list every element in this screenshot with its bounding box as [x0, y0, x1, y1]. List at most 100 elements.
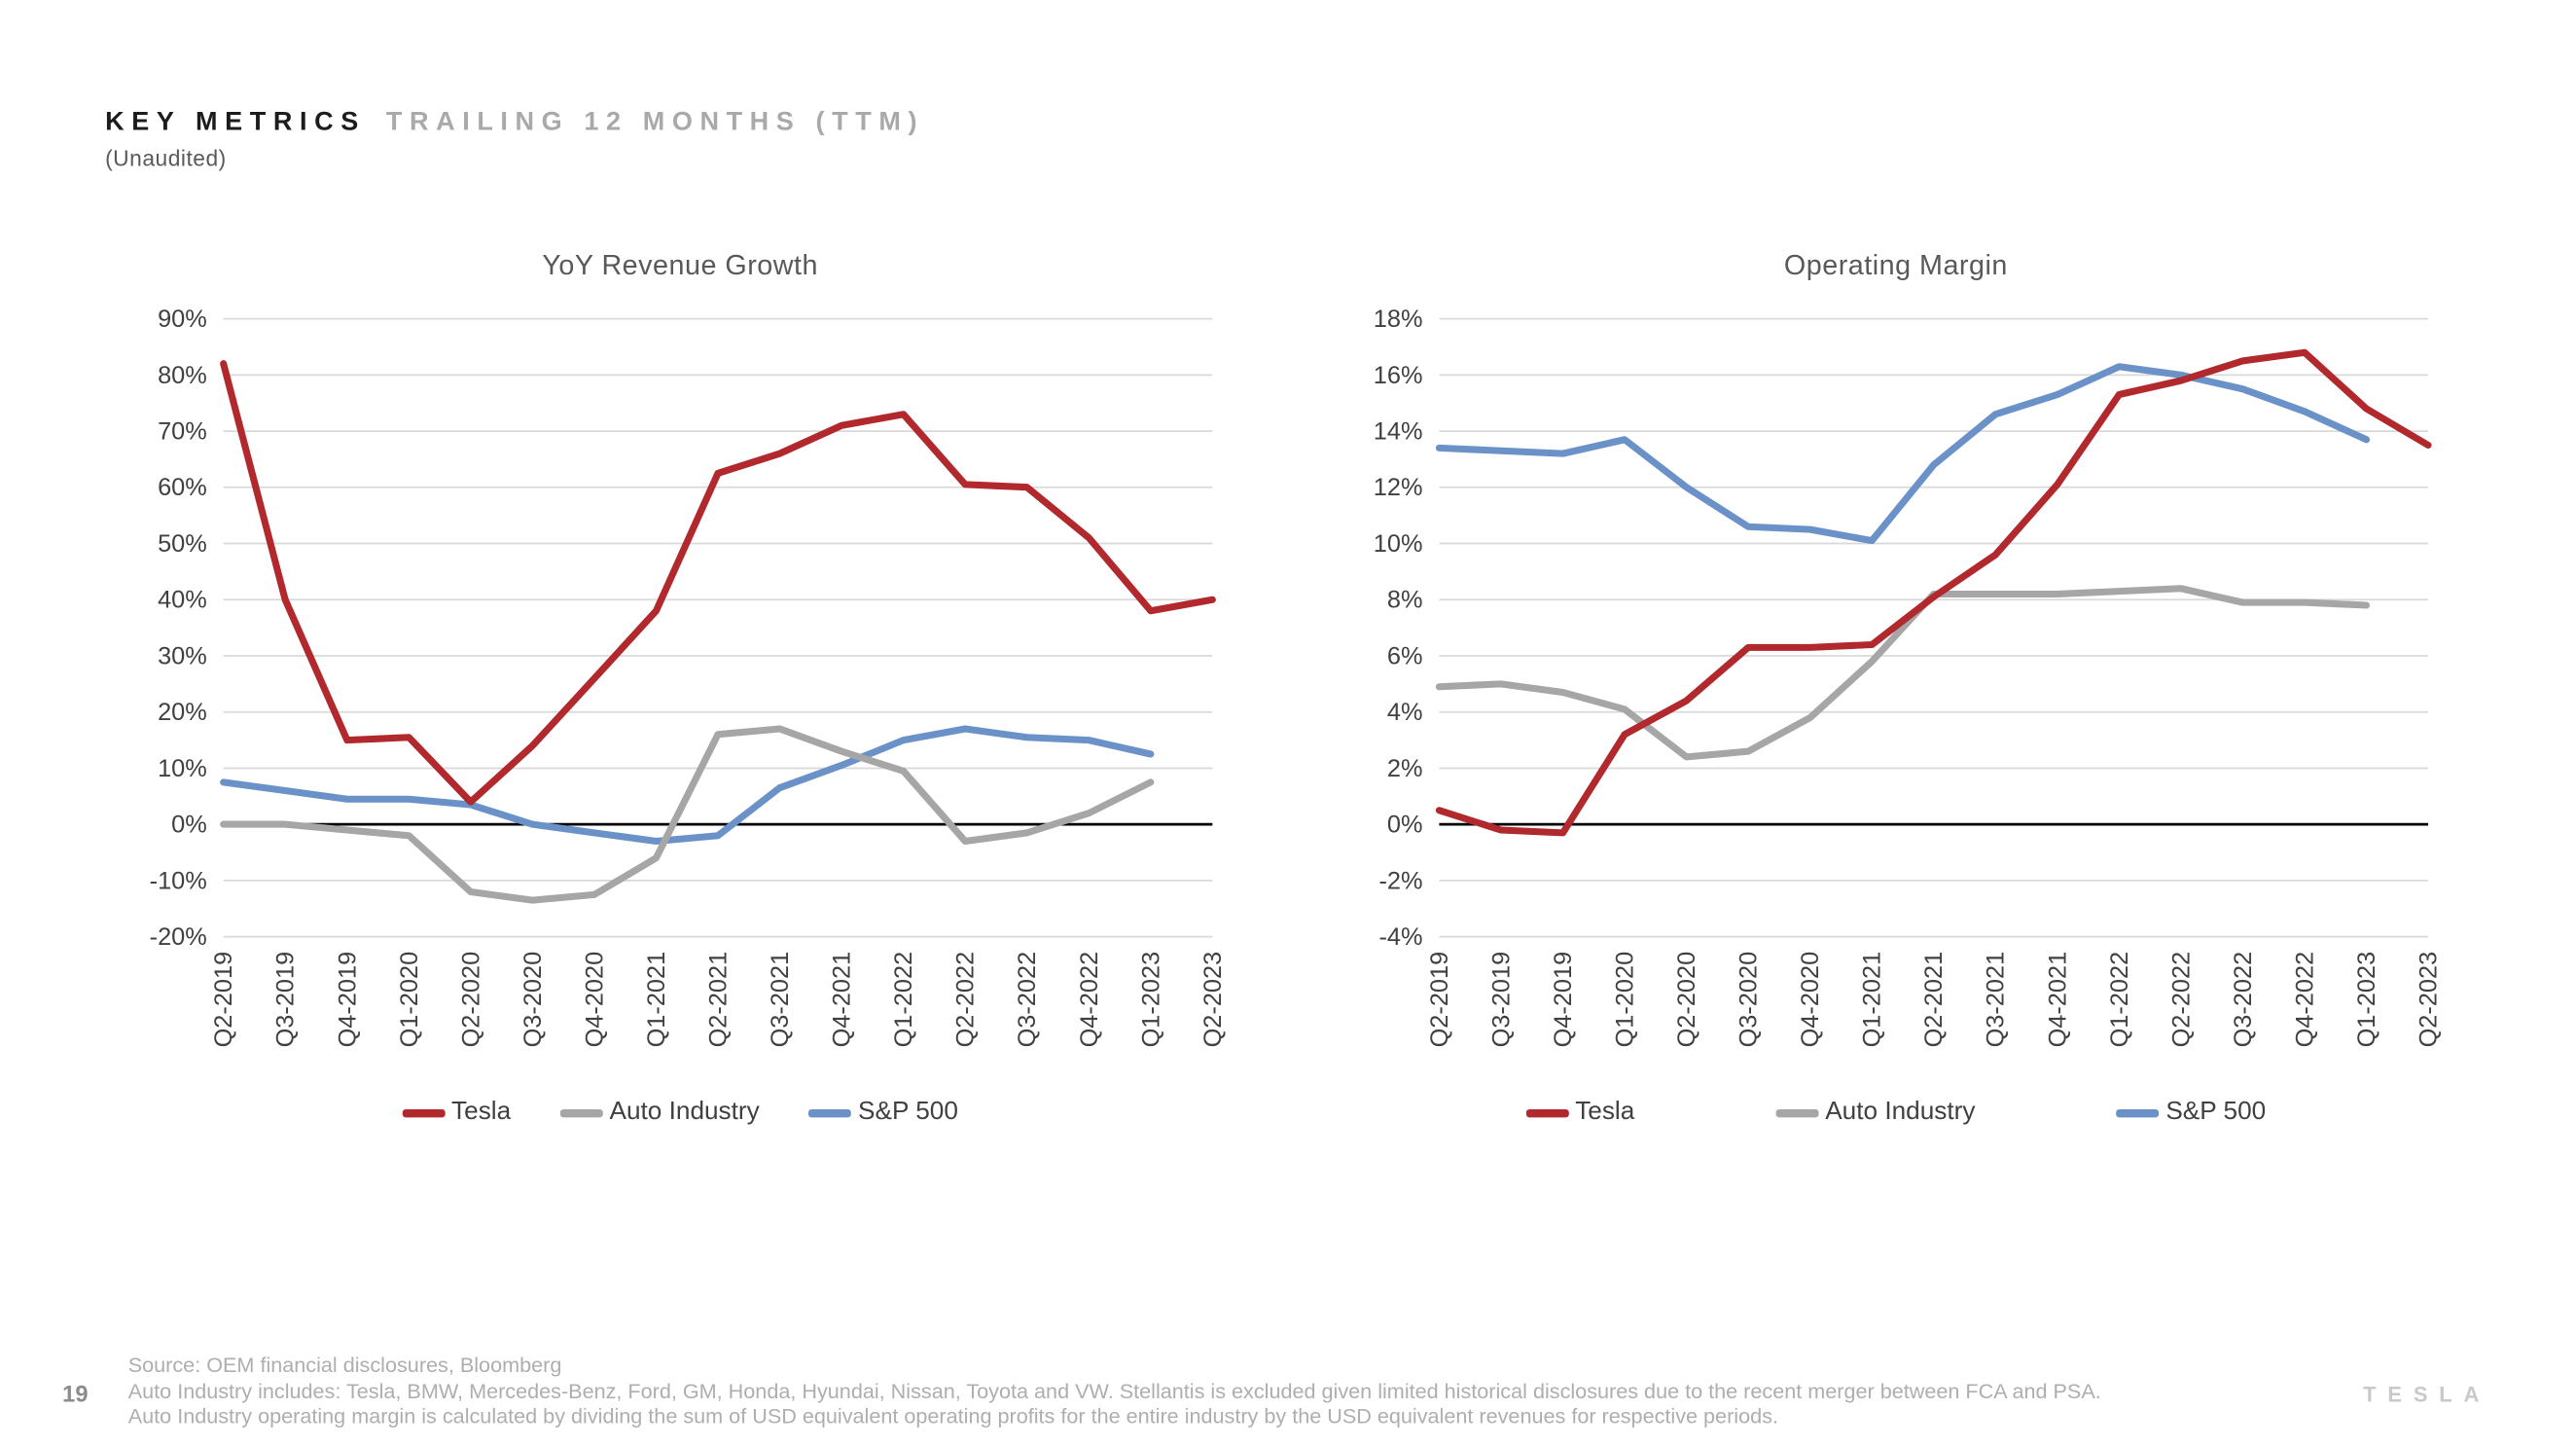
y-tick-label: 50%: [158, 530, 207, 558]
y-tick-label: 6%: [1387, 642, 1423, 669]
x-tick-label: Q3-2022: [1014, 952, 1041, 1048]
chart-yoy-revenue-growth: YoY Revenue Growth -20% -10% 0% 10% 20% 30% 40…: [122, 250, 1238, 1128]
y-tick-label: 20%: [158, 699, 207, 726]
y-tick-label: -20%: [150, 923, 207, 951]
x-tick-label: Q4-2021: [829, 952, 856, 1048]
x-tick-label: Q1-2021: [1859, 952, 1886, 1048]
chart-legend-yoy-revenue-growth: Tesla Auto Industry S&P 500: [122, 1098, 1238, 1127]
y-tick-label: 30%: [158, 642, 207, 669]
x-tick-label: Q2-2021: [704, 952, 732, 1048]
x-tick-label: Q2-2022: [952, 952, 980, 1048]
charts-row: YoY Revenue Growth -20% -10% 0% 10% 20% 30% 40…: [0, 250, 2576, 1128]
chart-operating-margin: Operating Margin -4% -2% 0% 2% 4% 6% 8% 10% 12% 1…: [1338, 250, 2454, 1128]
x-tick-label: Q2-2019: [1426, 952, 1453, 1048]
x-tick-label: Q1-2022: [2106, 952, 2133, 1048]
x-tick-label: Q1-2021: [643, 952, 670, 1048]
legend-label: S&P 500: [858, 1098, 958, 1126]
legend-item-s-p-500: S&P 500: [2116, 1098, 2267, 1127]
legend-item-s-p-500: S&P 500: [808, 1098, 958, 1127]
y-tick-label: 4%: [1387, 699, 1423, 726]
x-tick-label: Q4-2021: [2044, 952, 2071, 1048]
x-tick-label: Q4-2020: [1797, 952, 1824, 1048]
series-line-s-p-500: [220, 725, 1155, 846]
x-tick-label: Q4-2019: [334, 952, 361, 1048]
y-tick-label: 60%: [158, 474, 207, 501]
y-tick-label: 70%: [158, 418, 207, 446]
page-subtitle: (Unaudited): [105, 146, 227, 171]
x-tick-label: Q1-2022: [890, 952, 917, 1048]
y-tick-label: 12%: [1374, 474, 1423, 501]
y-tick-label: 40%: [158, 587, 207, 614]
legend-label: Tesla: [1575, 1098, 1635, 1126]
legend-swatch-auto-industry: [1775, 1108, 1819, 1117]
page-number: 19: [62, 1380, 89, 1407]
series-line-auto-industry: [220, 725, 1155, 904]
source-note-line: Auto Industry includes: Tesla, BMW, Merc…: [127, 1378, 2101, 1403]
x-tick-label: Q2-2022: [2167, 952, 2195, 1048]
y-tick-label: 0%: [171, 812, 207, 839]
x-tick-label: Q3-2020: [1735, 952, 1762, 1048]
title-line: KEY METRICS TRAILING 12 MONTHS (TTM): [105, 108, 924, 137]
page-title-secondary: TRAILING 12 MONTHS (TTM): [385, 108, 925, 137]
chart-legend-operating-margin: Tesla Auto Industry S&P 500: [1338, 1098, 2454, 1127]
x-tick-label: Q4-2020: [581, 952, 608, 1048]
y-tick-label: -4%: [1378, 923, 1422, 951]
series-line-tesla: [220, 360, 1216, 806]
chart-canvas: -4% -2% 0% 2% 4% 6% 8% 10% 12% 14% 16% 18% Q2-2019 Q3…: [1374, 306, 2443, 1048]
x-tick-label: Q3-2022: [2230, 952, 2257, 1048]
x-tick-label: Q1-2020: [1611, 952, 1638, 1048]
y-tick-label: -2%: [1378, 867, 1422, 894]
legend-label: S&P 500: [2165, 1098, 2267, 1126]
legend-label: Tesla: [451, 1098, 512, 1126]
y-tick-label: 2%: [1387, 755, 1423, 782]
legend-swatch-auto-industry: [559, 1108, 603, 1117]
y-tick-label: 80%: [158, 362, 207, 389]
series-line-s-p-500: [1435, 363, 2371, 545]
x-tick-label: Q3-2020: [519, 952, 547, 1048]
legend-item-auto-industry: Auto Industry: [1775, 1098, 1976, 1127]
y-tick-label: 8%: [1387, 587, 1423, 614]
source-notes: Source: OEM financial disclosures, Bloom…: [128, 1353, 2330, 1429]
series-line-tesla: [1435, 348, 2432, 837]
x-tick-label: Q2-2023: [1199, 952, 1227, 1048]
source-note-line: Auto Industry operating margin is calcul…: [127, 1403, 1778, 1428]
source-note-line: Source: OEM financial disclosures, Bloom…: [127, 1352, 562, 1378]
legend-item-auto-industry: Auto Industry: [559, 1098, 760, 1127]
legend-swatch-tesla: [402, 1108, 446, 1117]
x-tick-label: Q4-2022: [2291, 952, 2318, 1048]
x-tick-label: Q2-2020: [1673, 952, 1700, 1048]
y-tick-label: 90%: [158, 306, 207, 333]
y-tick-label: -10%: [150, 867, 207, 894]
x-tick-label: Q1-2020: [396, 952, 423, 1048]
x-tick-label: Q2-2021: [1920, 952, 1948, 1048]
x-tick-label: Q1-2023: [2353, 952, 2380, 1048]
x-tick-label: Q3-2021: [1983, 952, 2010, 1048]
y-tick-label: 0%: [1387, 812, 1423, 839]
legend-swatch-tesla: [1525, 1108, 1569, 1117]
legend-swatch-s-p-500: [808, 1108, 852, 1117]
x-tick-label: Q3-2019: [272, 952, 300, 1048]
chart-canvas: -20% -10% 0% 10% 20% 30% 40% 50% 60% 70% 80% 90% Q2-…: [150, 306, 1227, 1048]
legend-swatch-s-p-500: [2116, 1108, 2160, 1117]
tesla-logo: TESLA: [2363, 1382, 2491, 1407]
y-tick-label: 16%: [1374, 362, 1423, 389]
x-tick-label: Q2-2019: [210, 952, 237, 1048]
chart-plot-yoy-revenue-growth: -20% -10% 0% 10% 20% 30% 40% 50% 60% 70% 80% 90% Q2-…: [122, 296, 1238, 1095]
x-tick-label: Q2-2020: [457, 952, 484, 1048]
chart-title-operating-margin: Operating Margin: [1783, 249, 2008, 281]
x-tick-label: Q2-2023: [2415, 952, 2442, 1048]
legend-label: Auto Industry: [1825, 1098, 1976, 1126]
y-tick-label: 14%: [1374, 418, 1423, 446]
x-tick-label: Q4-2019: [1550, 952, 1577, 1048]
y-tick-label: 10%: [1374, 530, 1423, 558]
header: KEY METRICS TRAILING 12 MONTHS (TTM) (Un…: [105, 108, 924, 170]
x-tick-label: Q4-2022: [1076, 952, 1103, 1048]
legend-item-tesla: Tesla: [402, 1098, 511, 1127]
x-tick-label: Q1-2023: [1137, 952, 1164, 1048]
y-tick-label: 10%: [158, 755, 207, 782]
chart-plot-operating-margin: -4% -2% 0% 2% 4% 6% 8% 10% 12% 14% 16% 18% Q2-2019 Q3…: [1338, 296, 2454, 1095]
series-line-auto-industry: [1435, 585, 2371, 761]
page-title: KEY METRICS: [105, 108, 366, 137]
